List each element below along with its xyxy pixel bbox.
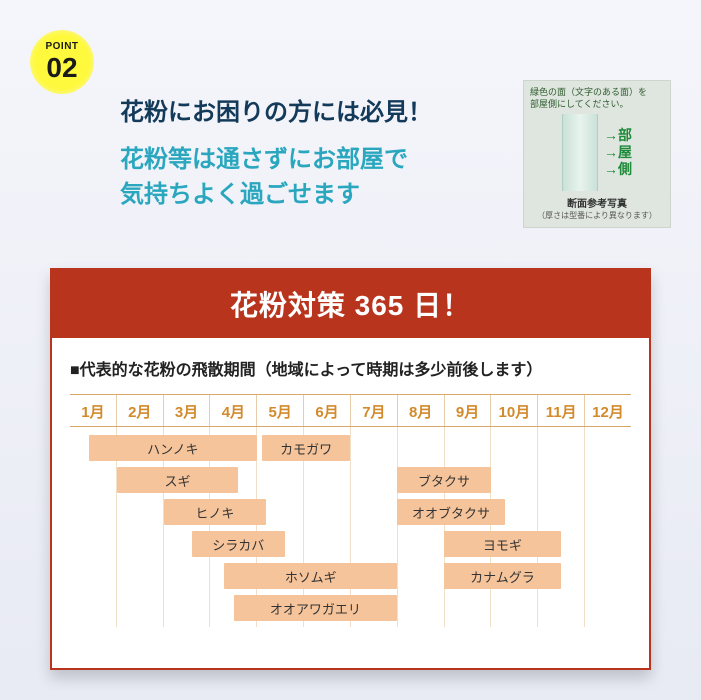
point-badge: POINT 02 [30, 30, 94, 94]
month-cell: 1月 [70, 395, 116, 426]
pollen-bar: ホソムギ [224, 563, 397, 589]
xsection-side-row: →部 [604, 128, 632, 143]
card-body: ■代表的な花粉の飛散期間（地域によって時期は多少前後します） 1月2月3月4月5… [52, 338, 649, 641]
month-cell: 5月 [256, 395, 303, 426]
month-cell: 3月 [163, 395, 210, 426]
bars-area: ハンノキカモガワスギブタクサヒノキオオブタクサシラカバヨモギホソムギカナムグラオ… [70, 427, 631, 627]
bar-row: ヒノキ オオブタクサ [70, 499, 631, 525]
arrow-right-icon: → [604, 128, 618, 143]
xsection-side-row: →屋 [604, 145, 632, 160]
month-cell: 11月 [537, 395, 584, 426]
xsection-side-char: 部 [618, 128, 632, 143]
filter-strip-graphic [562, 114, 598, 191]
xsection-caption: 断面参考写真 （厚さは型番により異なります） [530, 195, 664, 221]
arrow-right-icon: → [604, 145, 618, 160]
bar-row: ホソムギ カナムグラ [70, 563, 631, 589]
cross-section-photo: 緑色の面（文字のある面）を部屋側にしてください。 →部→屋→側 断面参考写真 （… [523, 80, 671, 228]
month-cell: 12月 [584, 395, 631, 426]
xsection-side-char: 側 [618, 162, 632, 177]
headline-1: 花粉にお困りの方には必見！ [120, 92, 521, 127]
pollen-bar: スギ [117, 467, 239, 493]
arrow-right-icon: → [604, 162, 618, 177]
xsection-side-label: →部→屋→側 [604, 114, 632, 191]
xsection-caption-small: （厚さは型番により異なります） [530, 210, 664, 221]
point-badge-label: POINT [45, 42, 78, 52]
month-cell: 9月 [444, 395, 491, 426]
pollen-bar: シラカバ [192, 531, 286, 557]
pollen-bar: オオブタクサ [397, 499, 505, 525]
card-subhead: ■代表的な花粉の飛散期間（地域によって時期は多少前後します） [70, 356, 631, 380]
pollen-bar: オオアワガエリ [234, 595, 398, 621]
pollen-bar: カモガワ [262, 435, 351, 461]
month-cell: 4月 [209, 395, 256, 426]
xsection-side-char: 屋 [618, 145, 632, 160]
xsection-side-row: →側 [604, 162, 632, 177]
bar-row: スギ ブタクサ [70, 467, 631, 493]
month-cell: 2月 [116, 395, 163, 426]
xsection-caption-main: 断面参考写真 [567, 199, 627, 210]
months-row: 1月2月3月4月5月6月7月8月9月10月11月12月 [70, 394, 631, 427]
bar-row: ハンノキカモガワ [70, 435, 631, 461]
pollen-gantt-chart: 1月2月3月4月5月6月7月8月9月10月11月12月 ハンノキカモガワスギブタ… [70, 394, 631, 627]
headline-2: 花粉等は通さずにお部屋で気持ちよく過ごせます [120, 143, 521, 213]
point-badge-number: 02 [46, 54, 77, 82]
month-cell: 10月 [490, 395, 537, 426]
bar-row: シラカバ ヨモギ [70, 531, 631, 557]
pollen-card: 花粉対策 365 日！ ■代表的な花粉の飛散期間（地域によって時期は多少前後しま… [50, 268, 651, 670]
xsection-mid: →部→屋→側 [530, 114, 664, 191]
xsection-instruction: 緑色の面（文字のある面）を部屋側にしてください。 [530, 87, 664, 110]
bar-row: オオアワガエリ [70, 595, 631, 621]
month-cell: 7月 [350, 395, 397, 426]
pollen-bar: ハンノキ [89, 435, 257, 461]
month-cell: 8月 [397, 395, 444, 426]
pollen-bar: ヨモギ [444, 531, 561, 557]
pollen-bar: ブタクサ [397, 467, 491, 493]
pollen-bar: カナムグラ [444, 563, 561, 589]
pollen-bar: ヒノキ [164, 499, 267, 525]
headline-block: 花粉にお困りの方には必見！ 花粉等は通さずにお部屋で気持ちよく過ごせます [120, 92, 521, 213]
month-cell: 6月 [303, 395, 350, 426]
card-title: 花粉対策 365 日！ [52, 270, 649, 338]
